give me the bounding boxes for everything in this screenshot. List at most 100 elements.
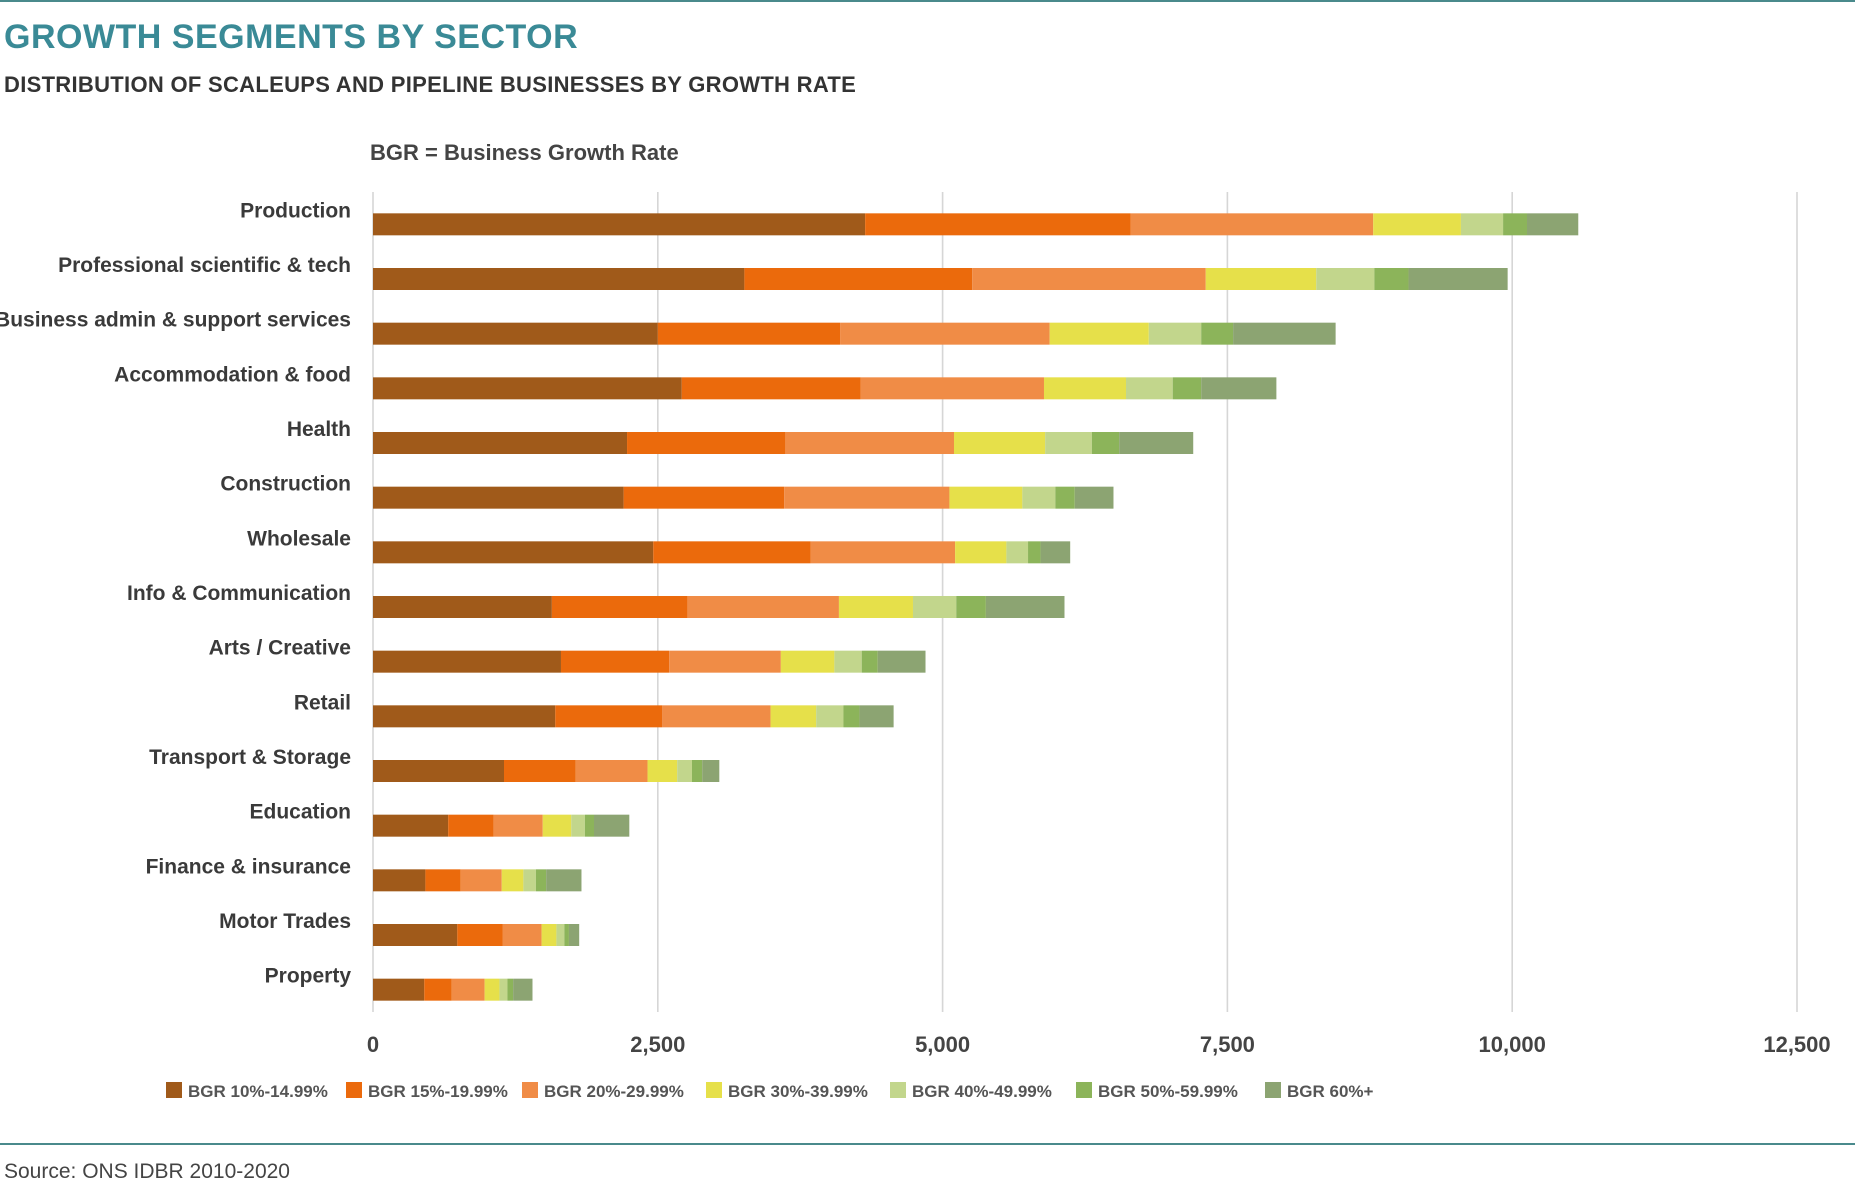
bar-segment bbox=[949, 486, 1023, 509]
bar-segment bbox=[677, 760, 692, 782]
bar-segment bbox=[1408, 268, 1508, 290]
category-label: Production bbox=[240, 199, 351, 222]
bar-segment bbox=[373, 377, 682, 400]
legend-label: BGR 50%-59.99% bbox=[1098, 1082, 1238, 1101]
bar-segment bbox=[373, 432, 628, 454]
bar-segment bbox=[373, 268, 745, 290]
bar-segment bbox=[1022, 486, 1056, 509]
bar-segment bbox=[1045, 432, 1092, 454]
x-tick-label: 12,500 bbox=[1763, 1032, 1830, 1057]
bar-segment bbox=[1373, 213, 1461, 236]
bar-segment bbox=[535, 869, 547, 892]
category-label: Wholesale bbox=[247, 527, 351, 550]
bar-segment bbox=[1503, 213, 1528, 236]
bar-segment bbox=[780, 650, 835, 673]
bar-segment bbox=[653, 541, 811, 564]
bar-segment bbox=[956, 596, 986, 618]
bar-segment bbox=[1006, 541, 1029, 564]
legend-swatch bbox=[166, 1082, 182, 1098]
bar-segment bbox=[877, 650, 926, 673]
bar-segment bbox=[843, 705, 860, 728]
source-note: Source: ONS IDBR 2010-2020 bbox=[4, 1160, 290, 1183]
bar-segment bbox=[1201, 322, 1234, 345]
legend-swatch bbox=[1265, 1082, 1281, 1098]
bar-segment bbox=[1043, 377, 1127, 400]
x-tick-label: 10,000 bbox=[1479, 1032, 1546, 1057]
bar-segment bbox=[669, 650, 781, 673]
bar-segment bbox=[770, 705, 817, 728]
bar-segment bbox=[460, 869, 502, 892]
bar-segment bbox=[1119, 432, 1194, 454]
category-labels: Production Professional scientific & tech… bbox=[0, 199, 351, 987]
bar-segment bbox=[816, 705, 844, 728]
bar-segment bbox=[451, 978, 485, 1001]
bar-segment bbox=[493, 814, 543, 837]
bar-segment bbox=[1130, 213, 1374, 236]
bar-segment bbox=[373, 924, 458, 946]
x-tick-label: 7,500 bbox=[1200, 1032, 1255, 1057]
x-tick-label: 2,500 bbox=[630, 1032, 685, 1057]
bar-segment bbox=[861, 650, 878, 673]
bar-segment bbox=[373, 760, 505, 782]
bar-segment bbox=[681, 377, 861, 400]
bar-segment bbox=[1172, 377, 1202, 400]
bar-segment bbox=[1049, 322, 1149, 345]
bar-segment bbox=[1233, 322, 1336, 345]
bar-segment bbox=[373, 596, 552, 618]
category-label: Transport & Storage bbox=[149, 746, 351, 769]
legend-label: BGR 60%+ bbox=[1287, 1082, 1374, 1101]
bar-segment bbox=[1055, 486, 1075, 509]
legend: BGR 10%-14.99% BGR 15%-19.99% BGR 20%-29.9… bbox=[166, 1082, 1374, 1101]
bar-segment bbox=[838, 596, 913, 618]
bar-segment bbox=[373, 978, 425, 1001]
bar-segment bbox=[502, 924, 542, 946]
category-label: Professional scientific & tech bbox=[58, 254, 351, 277]
chart-subtitle: DISTRIBUTION OF SCALEUPS AND PIPELINE BU… bbox=[4, 72, 857, 97]
bar-segment bbox=[1527, 213, 1579, 236]
x-tick-labels: 0 2,500 5,000 7,500 10,000 12,500 bbox=[367, 1032, 1831, 1057]
bar-segment bbox=[1205, 268, 1317, 290]
bar-segment bbox=[594, 814, 630, 837]
bar-segment bbox=[425, 869, 461, 892]
category-label: Education bbox=[249, 801, 351, 824]
category-label: Arts / Creative bbox=[209, 637, 351, 660]
legend-swatch bbox=[1076, 1082, 1092, 1098]
bar-segment bbox=[568, 924, 580, 946]
category-label: Info & Communication bbox=[127, 582, 351, 605]
bar-segment bbox=[373, 650, 561, 673]
x-tick-label: 0 bbox=[367, 1032, 379, 1057]
bar-segment bbox=[542, 814, 572, 837]
legend-label: BGR 15%-19.99% bbox=[368, 1082, 508, 1101]
legend-swatch bbox=[522, 1082, 538, 1098]
bar-segment bbox=[1374, 268, 1409, 290]
bar-segment bbox=[373, 486, 624, 509]
bar-segment bbox=[504, 760, 576, 782]
legend-label: BGR 10%-14.99% bbox=[188, 1082, 328, 1101]
bar-segment bbox=[834, 650, 862, 673]
x-tick-label: 5,000 bbox=[915, 1032, 970, 1057]
bar-segment bbox=[507, 978, 514, 1001]
bar-segment bbox=[657, 322, 841, 345]
bar-segment bbox=[571, 814, 585, 837]
bar-segment bbox=[551, 596, 688, 618]
bar-segment bbox=[744, 268, 973, 290]
bar-segment bbox=[985, 596, 1065, 618]
bar-segment bbox=[373, 541, 654, 564]
bar-segment bbox=[1091, 432, 1120, 454]
bar-segment bbox=[1028, 541, 1041, 564]
bar-segment bbox=[373, 322, 658, 345]
category-label: Motor Trades bbox=[219, 910, 351, 933]
bar-segment bbox=[584, 814, 595, 837]
bar-segment bbox=[860, 377, 1044, 400]
category-label: Business admin & support services bbox=[0, 309, 351, 332]
bar-segment bbox=[647, 760, 678, 782]
bar-segment bbox=[499, 978, 508, 1001]
bar-segment bbox=[373, 869, 426, 892]
bar-segment bbox=[1148, 322, 1202, 345]
legend-swatch bbox=[890, 1082, 906, 1098]
bar-segment bbox=[1126, 377, 1173, 400]
bar-segment bbox=[546, 869, 582, 892]
legend-label: BGR 30%-39.99% bbox=[728, 1082, 868, 1101]
bar-segment bbox=[623, 486, 785, 509]
